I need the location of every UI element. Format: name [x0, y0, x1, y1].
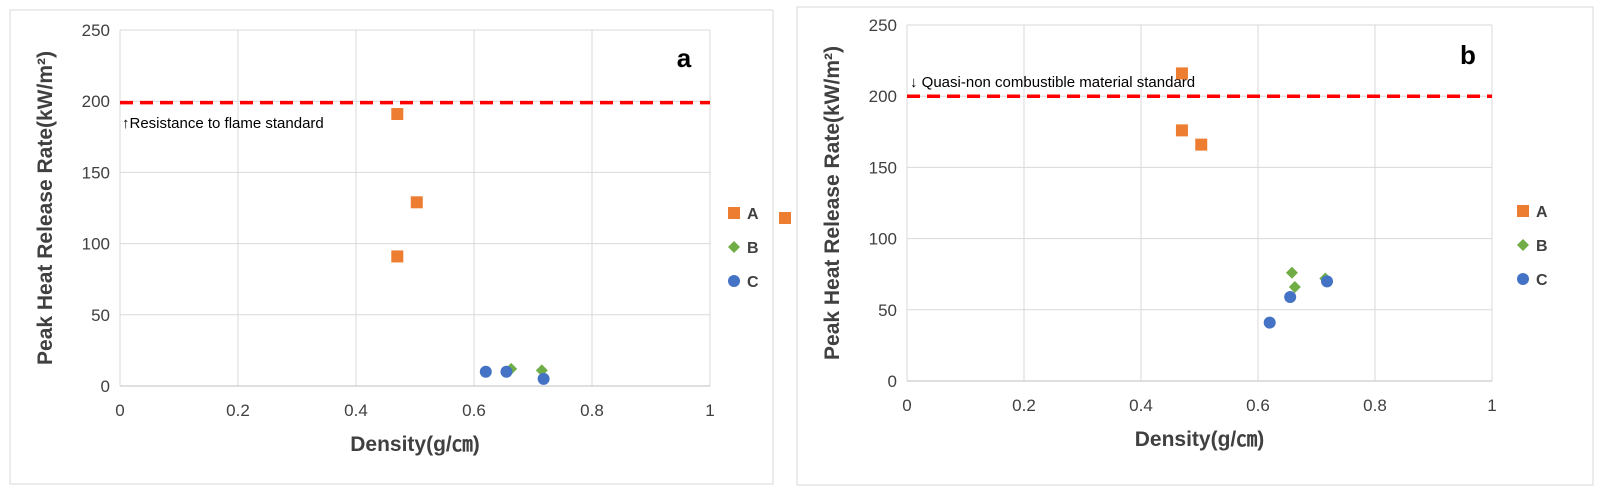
- x-tick-label: 0.6: [1246, 396, 1270, 415]
- data-point-c: [1321, 275, 1334, 288]
- x-tick-label: 0.4: [344, 401, 368, 420]
- y-tick-label: 100: [869, 230, 897, 249]
- data-point-a: [1175, 67, 1188, 80]
- data-point-c: [537, 372, 550, 385]
- x-axis-title: Density(g/㎝): [350, 433, 480, 456]
- legend-marker-a: [1517, 205, 1529, 217]
- legend-marker-c: [1517, 273, 1529, 285]
- data-point-b: [1288, 281, 1301, 294]
- panel-label: b: [1460, 40, 1476, 70]
- legend-label-b: B: [747, 240, 759, 257]
- legend-label-c: C: [747, 274, 759, 291]
- standard-label: ↓ Quasi-non combustible material standar…: [910, 74, 1195, 91]
- data-point-a: [391, 108, 404, 121]
- legend-marker-a: [728, 207, 740, 219]
- data-point-a: [391, 250, 404, 263]
- legend-label-b: B: [1536, 238, 1548, 255]
- data-point-a: [410, 196, 423, 209]
- standard-label: ↑Resistance to flame standard: [122, 115, 324, 132]
- legend-label-c: C: [1536, 272, 1548, 289]
- legend-marker-c: [728, 275, 740, 287]
- chart-frame: [9, 9, 774, 485]
- chart-frame: [796, 6, 1594, 486]
- x-axis-title: Density(g/㎝): [1135, 428, 1265, 451]
- data-point-c: [1284, 290, 1297, 303]
- data-point-c: [479, 365, 492, 378]
- y-tick-label: 50: [878, 301, 897, 320]
- y-tick-label: 50: [91, 306, 110, 325]
- x-tick-label: 0.2: [226, 401, 250, 420]
- legend-label-a: A: [747, 206, 759, 223]
- y-tick-label: 100: [82, 235, 110, 254]
- y-tick-label: 0: [101, 377, 110, 396]
- panel-label: a: [677, 43, 692, 73]
- chart-panel-b: 0 50 100 150 200 250 0 0.2 0.4 0.6 0.8 1 Density(g/㎝…: [796, 6, 1594, 486]
- legend-marker-b: [728, 241, 740, 253]
- y-tick-label: 150: [869, 158, 897, 177]
- x-tick-label: 0.6: [462, 401, 486, 420]
- x-tick-label: 0.2: [1012, 396, 1036, 415]
- x-tick-label: 1: [705, 401, 714, 420]
- data-point-a: [1175, 124, 1188, 137]
- x-tick-label: 0.8: [1363, 396, 1387, 415]
- legend-label-a: A: [1536, 204, 1548, 221]
- data-point-a: [1195, 138, 1208, 151]
- x-tick-label: 0: [902, 396, 911, 415]
- data-point-c: [500, 365, 513, 378]
- y-tick-label: 200: [82, 92, 110, 111]
- x-tick-label: 1: [1487, 396, 1496, 415]
- data-point-b: [1285, 266, 1298, 279]
- chart-panel-a: 0 50 100 150 200 250 0 0.2 0.4 0.6 0.8 1 Density(g/㎝…: [9, 9, 774, 485]
- y-axis-title: Peak Heat Release Rate(kW/m²): [821, 46, 844, 360]
- y-tick-label: 200: [869, 87, 897, 106]
- x-tick-label: 0.8: [580, 401, 604, 420]
- y-axis-title: Peak Heat Release Rate(kW/m²): [34, 51, 57, 365]
- x-tick-label: 0.4: [1129, 396, 1153, 415]
- y-tick-label: 250: [82, 21, 110, 40]
- legend-marker-b: [1517, 239, 1529, 251]
- y-tick-label: 250: [869, 16, 897, 35]
- y-tick-label: 150: [82, 163, 110, 182]
- y-tick-label: 0: [888, 372, 897, 391]
- x-tick-label: 0: [115, 401, 124, 420]
- data-point-c: [1263, 316, 1276, 329]
- stray-a-square-marker: [779, 212, 791, 224]
